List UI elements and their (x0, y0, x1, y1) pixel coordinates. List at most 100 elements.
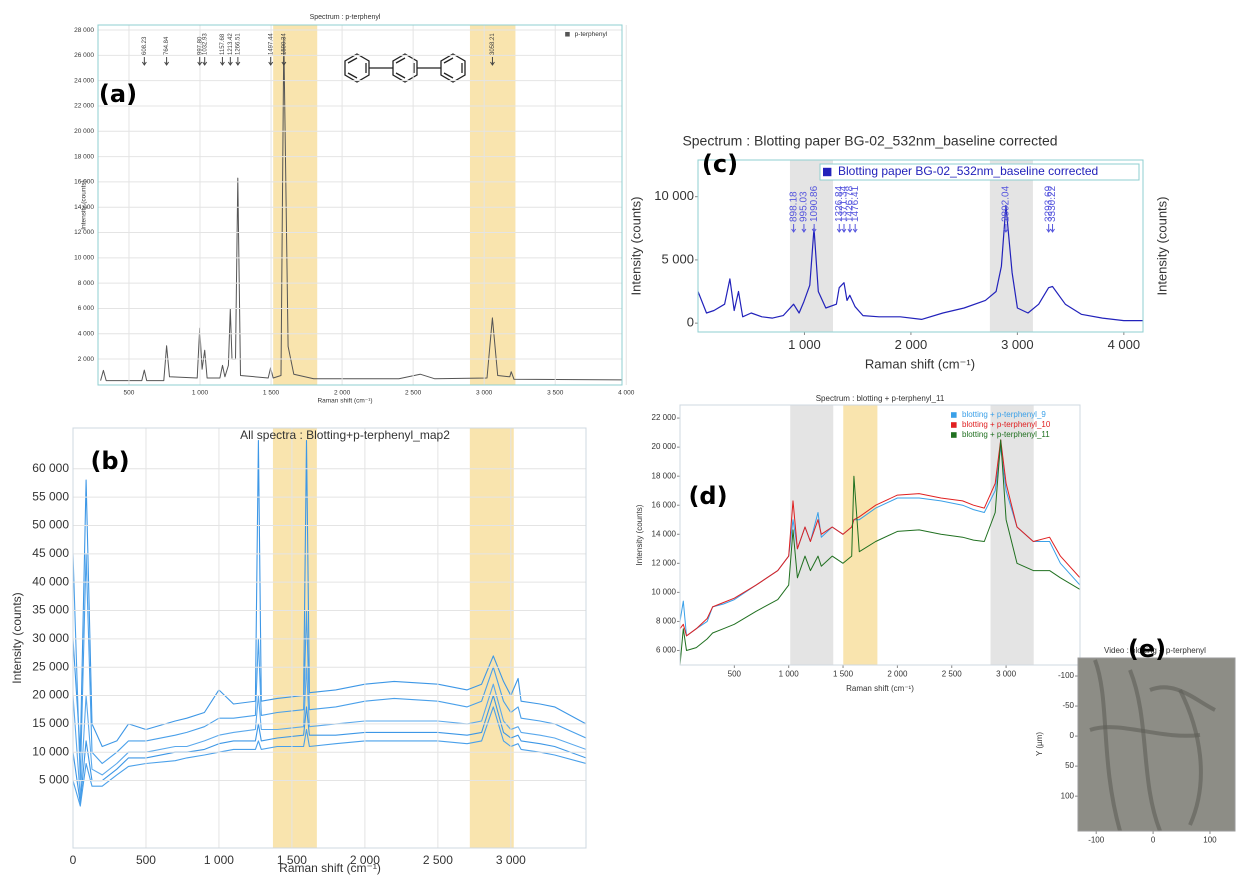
spectrum-line (73, 439, 586, 753)
y-tick-label: -100 (1058, 671, 1075, 680)
x-tick-label: 3 000 (496, 853, 526, 867)
highlight-band (990, 405, 1034, 665)
y-tick-label: 35 000 (32, 603, 69, 617)
x-tick-label: 1 500 (263, 390, 280, 397)
plot-frame (679, 404, 1081, 666)
highlight-band (273, 25, 318, 385)
y-tick-label: 22 000 (74, 103, 94, 110)
highlight-band (469, 428, 514, 848)
peak-label: 2892.04 (1001, 185, 1012, 222)
spectrum-line (73, 694, 586, 804)
y-tick-label: 100 (1061, 791, 1075, 800)
chart-title: Video : blotting + p-terphenyl (1104, 646, 1206, 655)
x-tick-label: 0 (1151, 835, 1156, 844)
y-tick-label: 5 000 (39, 773, 69, 787)
legend-label: blotting + p-terphenyl_9 (962, 410, 1046, 419)
y-tick-label: 20 000 (74, 128, 94, 135)
peak-label: 1090.86 (809, 185, 820, 222)
y-tick-label: 28 000 (74, 27, 94, 34)
x-axis-label: Raman shift (cm⁻¹) (846, 684, 914, 693)
peak-arrowhead (202, 61, 208, 66)
peak-label: 1426.78 (845, 185, 856, 222)
peak-label: 1590.34 (281, 33, 287, 55)
peak-arrowhead (841, 228, 847, 233)
plot-frame (97, 24, 623, 386)
y2-axis-label: Intensity (counts) (1154, 197, 1169, 296)
peak-label: 995.03 (799, 191, 810, 222)
peak-arrowhead (852, 228, 858, 233)
peak-arrowhead (220, 61, 225, 66)
y-tick-label: 26 000 (74, 52, 94, 59)
panel-label: (c) (702, 150, 738, 178)
spectrum-line (680, 439, 1080, 665)
peak-label: 608.23 (142, 36, 148, 55)
y-tick-label: 2 000 (78, 356, 95, 363)
legend-swatch (951, 422, 957, 428)
chart-title: Spectrum : Blotting paper BG-02_532nm_ba… (682, 133, 1057, 149)
x-tick-label: 1 000 (788, 337, 821, 352)
highlight-band (789, 160, 833, 332)
plot-frame (1077, 657, 1236, 832)
y-tick-label: 45 000 (32, 546, 69, 560)
legend-label: Blotting paper BG-02_532nm_baseline corr… (838, 164, 1098, 178)
peak-arrowhead (141, 61, 147, 66)
peak-arrowhead (281, 61, 287, 66)
panel-label: (a) (99, 80, 137, 108)
y-tick-label: 30 000 (32, 631, 69, 645)
y-axis-label: Intensity (counts) (628, 197, 643, 296)
y-tick-label: 10 000 (654, 188, 694, 203)
x-tick-label: 1 500 (833, 669, 854, 678)
y-tick-label: 20 000 (32, 688, 69, 702)
x-tick-label: 500 (136, 853, 156, 867)
y-tick-label: 5 000 (661, 251, 694, 266)
panel-label: (e) (1128, 635, 1166, 663)
y-tick-label: 50 (1065, 761, 1074, 770)
spectrum-line (73, 706, 586, 807)
peak-arrowhead (801, 228, 807, 233)
peak-arrowhead (164, 61, 170, 66)
x-tick-label: 2 500 (942, 669, 963, 678)
y-tick-label: 6 000 (656, 646, 677, 655)
x-axis-label: Raman shift (cm⁻¹) (317, 398, 372, 405)
peak-arrowhead (1003, 228, 1009, 233)
spectrum-line (73, 553, 586, 782)
peak-arrowhead (490, 61, 495, 66)
x-tick-label: 1 000 (204, 853, 234, 867)
y-tick-label: 14 000 (652, 529, 677, 538)
y-tick-label: 10 000 (74, 255, 94, 262)
legend-swatch (951, 432, 957, 438)
y-axis-label: Intensity (counts) (10, 592, 24, 683)
spectrum-line (73, 666, 586, 799)
spectrum-line (100, 37, 622, 382)
plot-area (100, 25, 622, 385)
peak-label: 1266.51 (235, 33, 241, 55)
x-tick-label: 3 000 (476, 390, 493, 397)
x-tick-label: 2 000 (887, 669, 908, 678)
x-tick-label: 2 000 (334, 390, 351, 397)
highlight-band (469, 25, 516, 385)
fiber (1089, 725, 1201, 738)
x-tick-label: 2 000 (895, 337, 928, 352)
x-tick-label: 2 500 (423, 853, 453, 867)
peak-label: 3293.69 (1043, 185, 1054, 222)
peak-label: 1326.84 (834, 185, 845, 222)
fiber (1178, 689, 1203, 826)
y-tick-label: 16 000 (74, 179, 94, 186)
y-tick-label: 6 000 (78, 305, 95, 312)
peak-label: 3330.22 (1047, 185, 1058, 222)
peak-arrowhead (811, 228, 817, 233)
panel-label: (b) (90, 447, 129, 475)
peak-arrowhead (836, 228, 842, 233)
x-tick-label: 0 (70, 853, 77, 867)
plot-area (1078, 658, 1235, 831)
y-tick-label: 20 000 (652, 442, 677, 451)
y-tick-label: 4 000 (78, 330, 95, 337)
plot-area (680, 405, 1080, 665)
y-axis-label: Y (µm) (1035, 732, 1044, 756)
x-tick-label: 3 000 (1001, 337, 1034, 352)
legend-swatch (565, 31, 570, 37)
peak-arrowhead (847, 228, 853, 233)
y-tick-label: 8 000 (656, 617, 677, 626)
